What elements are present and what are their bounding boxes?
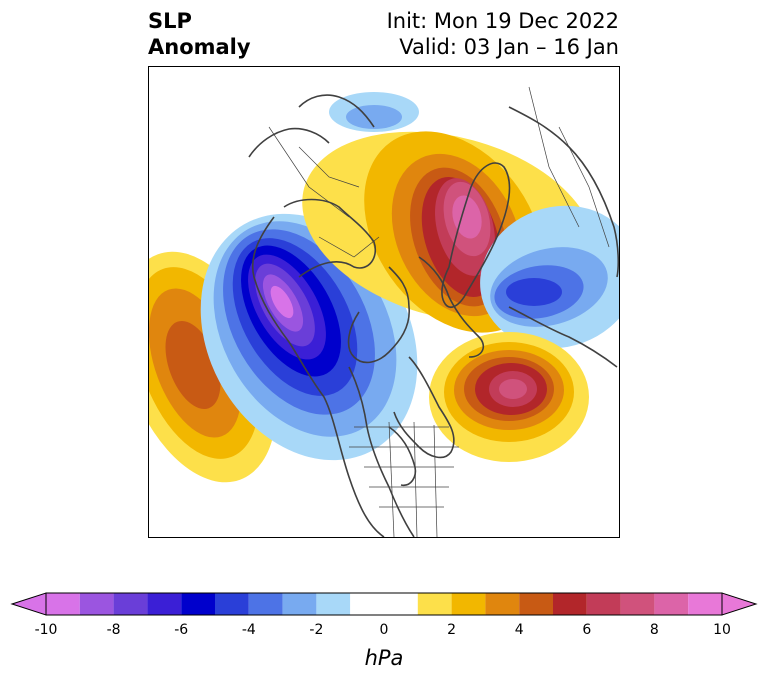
valid-date-label: Valid: 03 Jan – 16 Jan <box>399 35 619 59</box>
colorbar-border <box>45 592 723 616</box>
colorbar-bin <box>654 593 689 615</box>
colorbar-bin <box>113 593 148 615</box>
colorbar-tick-label: 10 <box>713 622 731 638</box>
colorbar <box>10 592 758 616</box>
title-variable: SLP <box>148 9 192 33</box>
map-title: SLP Anomaly <box>148 8 251 60</box>
colorbar-unit-label: hPa <box>364 646 404 670</box>
colorbar-bin <box>688 593 722 615</box>
colorbar-bin <box>181 593 215 615</box>
colorbar-tick-label: 4 <box>514 622 524 638</box>
init-date-label: Init: Mon 19 Dec 2022 <box>386 9 619 33</box>
colorbar-extend-low <box>10 592 47 616</box>
colorbar-bin <box>519 593 553 615</box>
colorbar-bin <box>147 593 182 615</box>
minor-negative-north <box>329 92 419 132</box>
colorbar-bin <box>417 593 452 615</box>
anomaly-map <box>148 66 620 538</box>
colorbar-tick-label: 8 <box>649 622 659 638</box>
colorbar-tick-label: 6 <box>582 622 592 638</box>
borders <box>268 86 610 537</box>
colorbar-bin <box>350 593 418 615</box>
colorbar-bin <box>485 593 520 615</box>
colorbar-bin <box>282 593 317 615</box>
colorbar-tick-label: -6 <box>174 622 189 638</box>
north-atlantic-high <box>429 332 589 462</box>
colorbar-tick-labels: -10 -8 -6 -4 -2 0 2 4 6 8 10 <box>0 622 768 642</box>
colorbar-extend-high <box>721 592 758 616</box>
colorbar-tick-label: 2 <box>447 622 457 638</box>
colorbar-bin <box>451 593 486 615</box>
colorbar-bin <box>46 593 80 615</box>
colorbar-tick-label: -10 <box>34 622 58 638</box>
map-dates: Init: Mon 19 Dec 2022 Valid: 03 Jan – 16… <box>387 8 619 60</box>
colorbar-bin <box>586 593 621 615</box>
colorbar-tick-label: -2 <box>309 622 324 638</box>
colorbar-bin <box>215 593 249 615</box>
colorbar-bin <box>620 593 655 615</box>
colorbar-tick-label: 0 <box>379 622 389 638</box>
colorbar-bin <box>79 593 114 615</box>
colorbar-bin <box>248 593 283 615</box>
anomaly-map-svg <box>149 86 619 537</box>
colorbar-tick-label: -8 <box>106 622 121 638</box>
colorbar-bin <box>553 593 587 615</box>
colorbar-tick-label: -4 <box>241 622 256 638</box>
colorbar-bin <box>316 593 351 615</box>
gulf-of-alaska-low <box>200 213 418 461</box>
title-variable-sub: Anomaly <box>148 35 251 59</box>
coastlines <box>248 94 619 537</box>
